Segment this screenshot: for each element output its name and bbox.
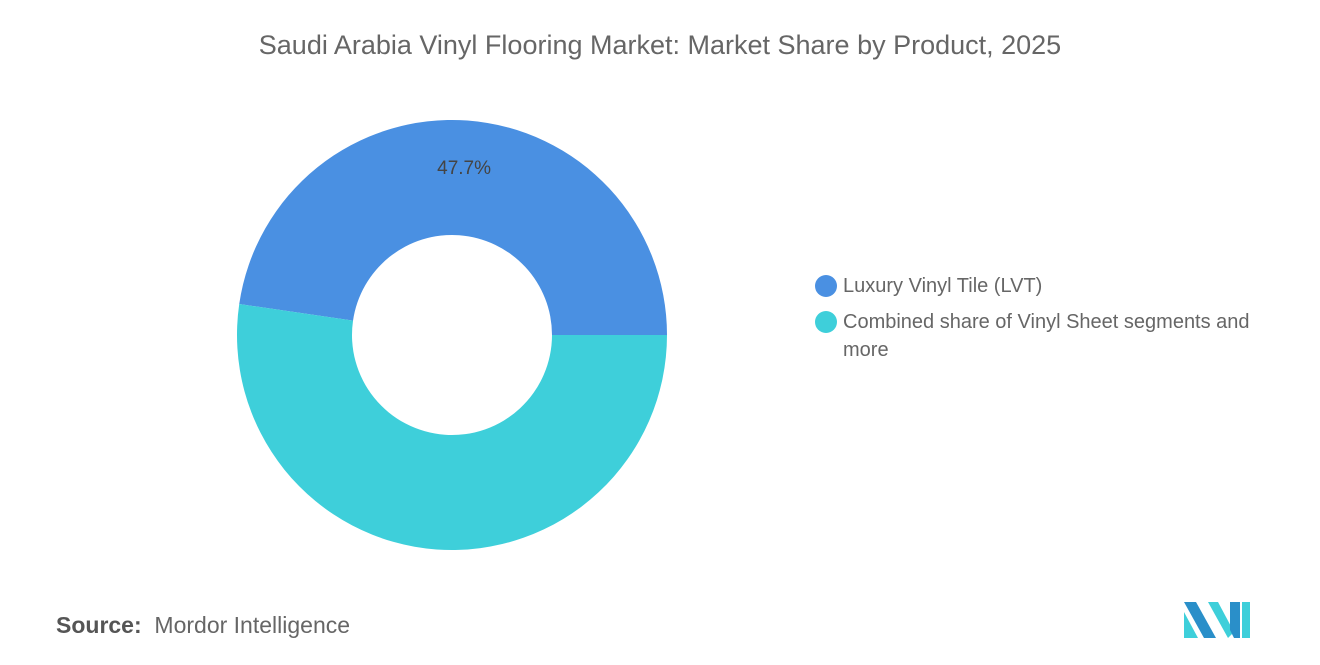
donut-slice	[239, 119, 667, 336]
legend-item: Luxury Vinyl Tile (LVT)	[815, 272, 1275, 300]
chart-title: Saudi Arabia Vinyl Flooring Market: Mark…	[258, 30, 1062, 60]
legend-swatch	[815, 275, 837, 297]
legend-label: Combined share of Vinyl Sheet segments a…	[843, 311, 1250, 361]
source: Source: Mordor Intelligence	[56, 612, 350, 639]
legend-label: Luxury Vinyl Tile (LVT)	[843, 275, 1043, 297]
legend: Luxury Vinyl Tile (LVT) Combined share o…	[815, 272, 1275, 372]
donut-slice	[237, 304, 667, 550]
source-label: Source:	[56, 612, 142, 638]
data-label: 47.7%	[437, 158, 491, 179]
source-value: Mordor Intelligence	[154, 612, 351, 638]
legend-item: Combined share of Vinyl Sheet segments a…	[815, 308, 1275, 364]
mordor-intelligence-logo	[1184, 602, 1250, 638]
legend-swatch	[815, 311, 837, 333]
